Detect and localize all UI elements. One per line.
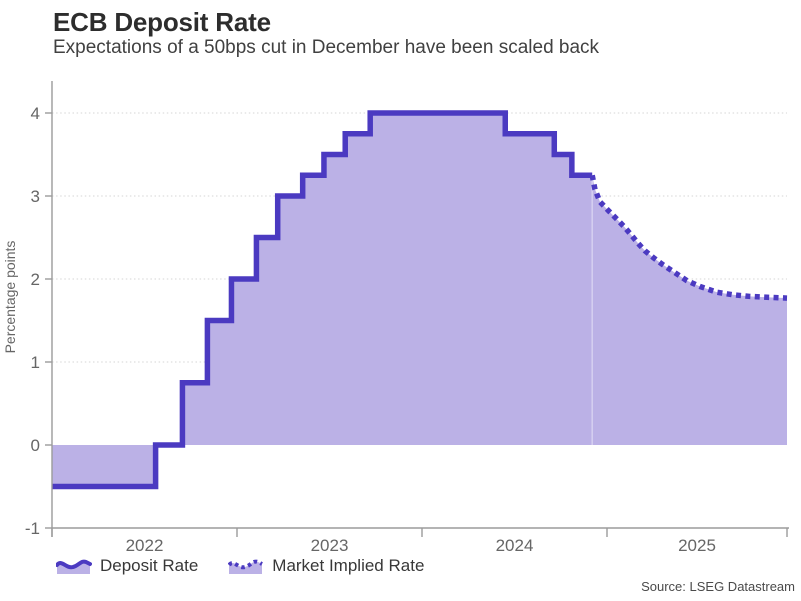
legend-item-deposit-rate: Deposit Rate xyxy=(56,556,198,576)
legend-label-deposit-rate: Deposit Rate xyxy=(100,556,199,575)
y-axis-title: Percentage points xyxy=(2,241,18,354)
rate-area-fill xyxy=(52,113,788,487)
y-tick-label-2: 2 xyxy=(31,270,40,289)
legend-label-market-implied-rate: Market Implied Rate xyxy=(272,556,425,575)
x-tick-label-2022: 2022 xyxy=(126,536,164,555)
y-tick-label-4: 4 xyxy=(31,104,40,123)
deposit-rate-legend-icon xyxy=(56,559,92,574)
deposit-rate-line xyxy=(52,110,593,490)
market-implied-rate-line xyxy=(589,174,788,301)
y-tick-label-0: 0 xyxy=(31,436,40,455)
y-tick-label-3: 3 xyxy=(31,187,40,206)
y-tick-label-1: 1 xyxy=(31,353,40,372)
chart-title: ECB Deposit Rate xyxy=(53,7,271,37)
x-tick-label-2023: 2023 xyxy=(311,536,349,555)
chart-subtitle: Expectations of a 50bps cut in December … xyxy=(53,37,600,58)
y-tick-label--1: -1 xyxy=(25,519,40,538)
x-tick-label-2024: 2024 xyxy=(496,536,534,555)
x-tick-label-2025: 2025 xyxy=(678,536,716,555)
legend-item-market-implied-rate: Market Implied Rate xyxy=(228,556,424,576)
source-credit: Source: LSEG Datastream xyxy=(641,579,795,594)
market-implied-rate-legend-icon xyxy=(228,559,264,574)
legend: Deposit Rate Market Implied Rate xyxy=(56,556,424,576)
